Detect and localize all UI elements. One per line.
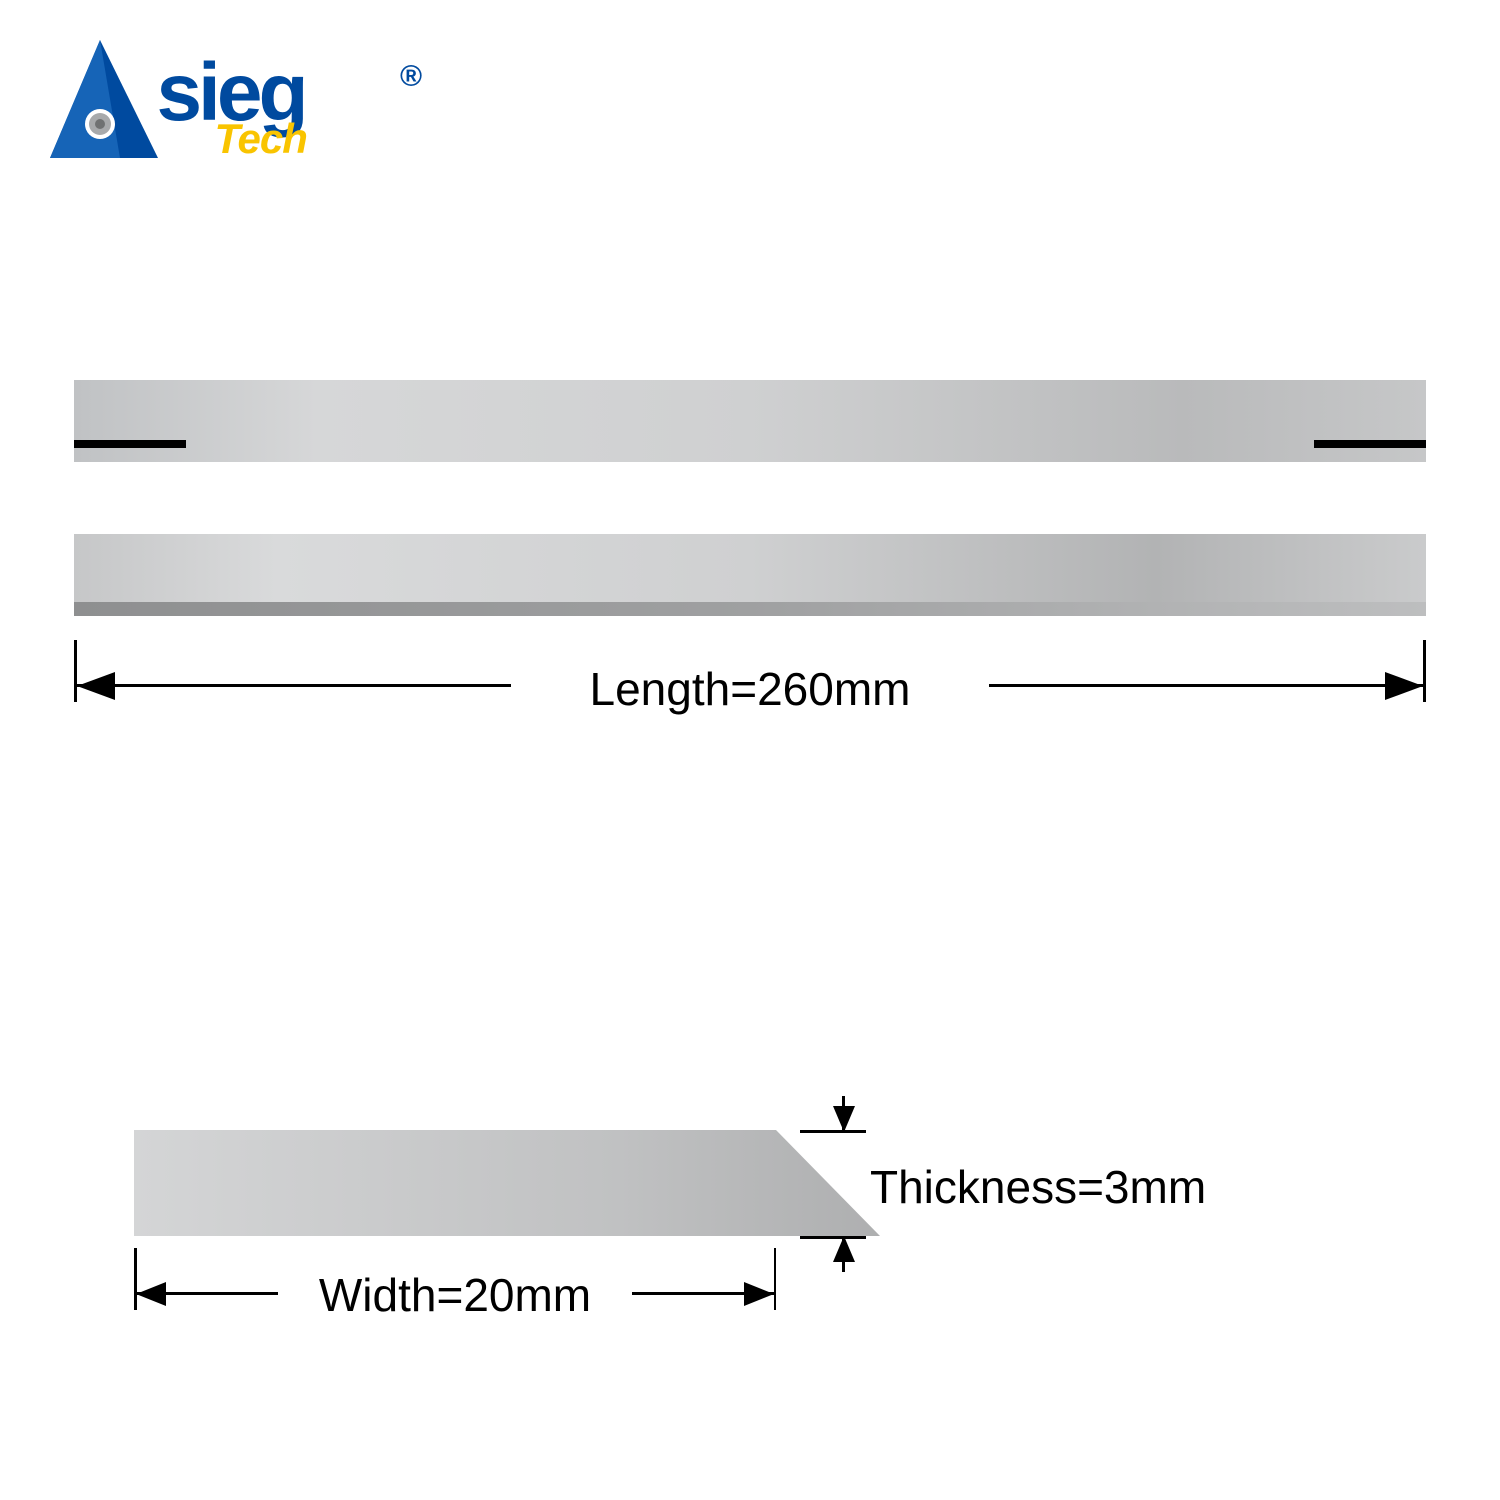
- logo-text-lower: Tech: [214, 115, 306, 163]
- logo-text-upper: sieg: [156, 62, 306, 124]
- length-label: Length=260mm: [74, 662, 1426, 716]
- trademark-icon: ®: [400, 60, 422, 94]
- logo-text: sieg Tech: [156, 62, 306, 164]
- width-label: Width=20mm: [134, 1268, 776, 1322]
- arrow-down-icon: [833, 1106, 855, 1132]
- logo-mark-icon: [50, 40, 160, 163]
- dimension-width: Width=20mm: [134, 1248, 776, 1338]
- blade-notch-right: [1314, 440, 1426, 448]
- arrow-up-icon: [833, 1236, 855, 1262]
- blade-side-view: [74, 534, 1426, 616]
- profile-shape-icon: [134, 1130, 884, 1236]
- brand-logo: sieg Tech ®: [50, 40, 307, 163]
- dimension-thickness: Thickness=3mm: [800, 1096, 1180, 1276]
- blade-top-view: [74, 380, 1426, 462]
- blade-notch-left: [74, 440, 186, 448]
- dimension-length: Length=260mm: [74, 640, 1426, 730]
- thickness-label: Thickness=3mm: [870, 1160, 1206, 1214]
